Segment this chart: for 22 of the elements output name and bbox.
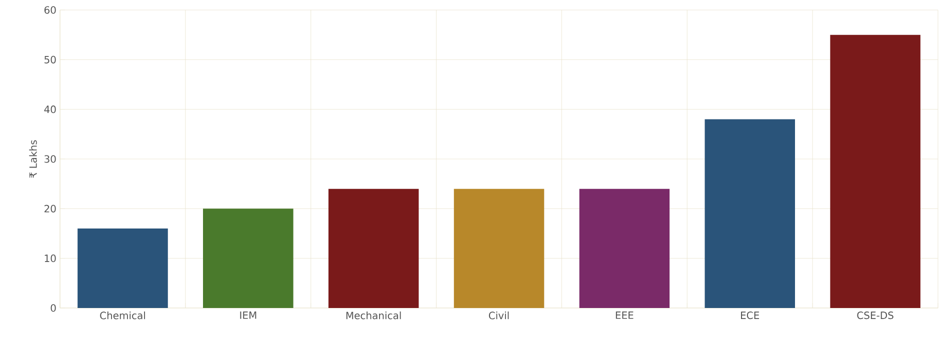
x-tick-label: ECE — [741, 312, 760, 320]
x-tick-label: EEE — [616, 312, 634, 319]
x-tick-label: Civil — [488, 312, 509, 320]
x-tick-label: Mechanical — [346, 312, 401, 320]
y-tick-label: 60 — [44, 6, 56, 14]
bar — [830, 34, 920, 308]
y-tick-label: 30 — [44, 155, 56, 163]
x-tick-label: IEM — [240, 312, 256, 319]
y-axis-title: ₹ Lakhs — [29, 140, 37, 178]
y-tick-label: 0 — [50, 304, 56, 312]
x-tick-label: Chemical — [100, 312, 145, 320]
y-tick-label: 50 — [44, 56, 56, 64]
bar — [704, 119, 795, 308]
bar — [579, 188, 670, 308]
y-tick-label: 10 — [44, 254, 56, 262]
y-tick-label: 20 — [44, 204, 56, 212]
x-tick-label: CSE-DS — [857, 312, 894, 320]
y-tick-label: 40 — [44, 106, 56, 114]
bar — [203, 208, 294, 308]
bar — [454, 188, 544, 308]
bar — [78, 228, 168, 308]
bar — [328, 188, 419, 308]
